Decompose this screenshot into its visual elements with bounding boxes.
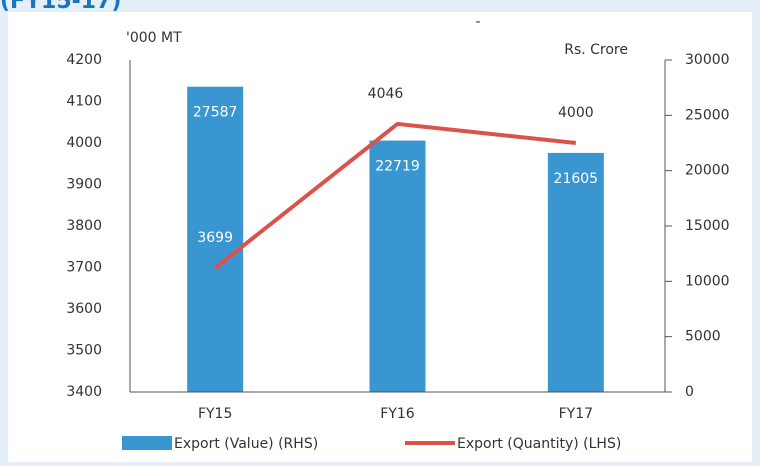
y2-tick-label: 5000 — [685, 329, 721, 345]
legend-swatch — [122, 436, 172, 450]
y-tick-label: 3900 — [66, 177, 102, 193]
y-tick-label: 4000 — [66, 135, 102, 151]
y2-tick-label: 25000 — [685, 107, 730, 123]
y-tick-label: 3800 — [66, 218, 102, 234]
x-tick-label: FY17 — [559, 406, 593, 422]
chart-title: (FY15-17) — [0, 0, 121, 14]
line-value-label: 4046 — [368, 86, 404, 102]
bar-value-label: 21605 — [554, 171, 599, 187]
y2-tick-label: 0 — [685, 384, 694, 400]
legend-label: Export (Value) (RHS) — [174, 436, 318, 452]
y-tick-label: 4100 — [66, 94, 102, 110]
bar-value-label: 27587 — [193, 105, 238, 121]
x-tick-label: FY16 — [380, 406, 415, 422]
bar — [187, 86, 244, 393]
y-tick-label: 3400 — [66, 384, 102, 400]
line — [213, 121, 577, 270]
y2-tick-label: 20000 — [685, 163, 730, 179]
line-value-label: 3699 — [197, 230, 233, 246]
legend-label: Export (Quantity) (LHS) — [457, 436, 621, 452]
y-tick-label: 3700 — [66, 260, 102, 276]
bar — [547, 152, 604, 392]
y-tick-label: 3600 — [66, 301, 102, 317]
y2-tick-label: 30000 — [685, 52, 730, 68]
y2-axis-label: Rs. Crore — [564, 42, 628, 58]
bar — [369, 140, 426, 392]
y2-tick-label: 10000 — [685, 273, 730, 289]
y-axis-label: '000 MT — [126, 30, 182, 46]
x-tick-label: FY15 — [198, 406, 232, 422]
y-tick-label: 4200 — [66, 52, 102, 68]
y-tick-label: 3500 — [66, 343, 102, 359]
bar-value-label: 22719 — [375, 159, 420, 175]
chart-subtitle: - — [475, 14, 480, 30]
line-value-label: 4000 — [558, 105, 594, 121]
y2-tick-label: 15000 — [685, 218, 730, 234]
